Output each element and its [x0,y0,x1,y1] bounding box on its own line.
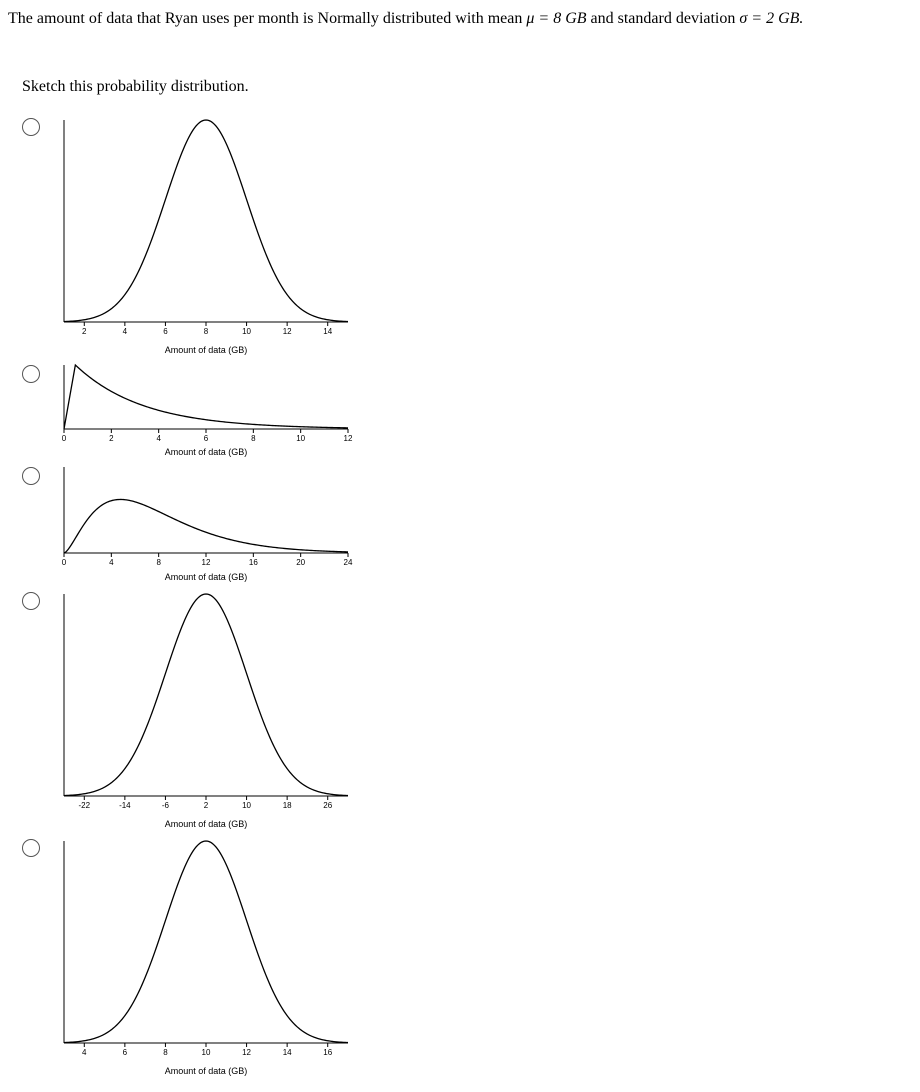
radio-d[interactable] [22,592,40,610]
svg-text:10: 10 [242,327,251,336]
svg-text:24: 24 [344,558,353,567]
chart-d: -22 -14 -6 2 10 18 26 [56,588,356,818]
svg-text:10: 10 [242,801,251,810]
svg-text:6: 6 [163,327,168,336]
svg-text:2: 2 [109,434,114,443]
svg-text:12: 12 [242,1048,251,1057]
svg-text:8: 8 [251,434,256,443]
svg-text:-22: -22 [79,801,91,810]
svg-text:8: 8 [156,558,161,567]
svg-text:6: 6 [123,1048,128,1057]
axis-label-b: Amount of data (GB) [56,447,356,457]
svg-text:4: 4 [156,434,161,443]
chart-b-wrap: 0 2 4 6 8 10 12 Amount of data (GB) [56,361,356,461]
svg-text:14: 14 [283,1048,292,1057]
option-b[interactable]: 0 2 4 6 8 10 12 Amount of data (GB) [22,361,912,461]
chart-c: 0 4 8 12 16 20 24 [56,463,356,571]
radio-b[interactable] [22,365,40,383]
axis-label-a: Amount of data (GB) [56,345,356,355]
chart-e: 4 6 8 10 12 14 16 [56,835,356,1065]
problem-statement: The amount of data that Ryan uses per mo… [8,10,912,28]
option-c[interactable]: 0 4 8 12 16 20 24 Amount of data (GB) [22,463,912,586]
svg-text:18: 18 [283,801,292,810]
radio-c[interactable] [22,467,40,485]
svg-text:2: 2 [204,801,209,810]
problem-intro: The amount of data that Ryan uses per mo… [8,10,526,27]
svg-text:4: 4 [123,327,128,336]
svg-text:4: 4 [82,1048,87,1057]
radio-e[interactable] [22,839,40,857]
svg-text:26: 26 [323,801,332,810]
mu-expression: μ = 8 GB [526,10,586,27]
option-a[interactable]: 2 4 6 8 10 12 14 Amount of data (GB) [22,114,912,359]
chart-d-wrap: -22 -14 -6 2 10 18 26 Amount of data (GB) [56,588,356,833]
svg-text:8: 8 [163,1048,168,1057]
axis-label-e: Amount of data (GB) [56,1066,356,1076]
options-container: 2468101214 Amount of data (GB) 024681012… [22,114,912,1080]
svg-text:12: 12 [283,327,292,336]
svg-text:0: 0 [62,558,67,567]
sigma-expression: σ = 2 GB. [739,10,803,27]
svg-text:4: 4 [109,558,114,567]
svg-text:10: 10 [296,434,305,443]
axis-label-c: Amount of data (GB) [56,572,356,582]
radio-a[interactable] [22,118,40,136]
svg-text:16: 16 [249,558,258,567]
option-e[interactable]: 4 6 8 10 12 14 16 Amount of data (GB) [22,835,912,1080]
svg-text:8: 8 [204,327,209,336]
svg-text:-14: -14 [119,801,131,810]
svg-text:14: 14 [323,327,332,336]
chart-e-wrap: 4 6 8 10 12 14 16 Amount of data (GB) [56,835,356,1080]
option-d[interactable]: -22 -14 -6 2 10 18 26 Amount of data (GB) [22,588,912,833]
question-prompt: Sketch this probability distribution. [22,78,912,96]
chart-c-wrap: 0 4 8 12 16 20 24 Amount of data (GB) [56,463,356,586]
svg-text:20: 20 [296,558,305,567]
chart-a-wrap: 2 4 6 8 10 12 14 Amount of data (GB) [56,114,356,359]
svg-text:0: 0 [62,434,67,443]
svg-text:6: 6 [204,434,209,443]
svg-text:16: 16 [323,1048,332,1057]
svg-text:2: 2 [82,327,87,336]
problem-mid: and standard deviation [587,10,740,27]
svg-text:12: 12 [202,558,211,567]
svg-text:-6: -6 [162,801,170,810]
axis-label-d: Amount of data (GB) [56,819,356,829]
chart-a: 2 4 6 8 10 12 14 [56,114,356,344]
svg-text:10: 10 [202,1048,211,1057]
chart-b: 0 2 4 6 8 10 12 [56,361,356,446]
svg-text:12: 12 [344,434,353,443]
